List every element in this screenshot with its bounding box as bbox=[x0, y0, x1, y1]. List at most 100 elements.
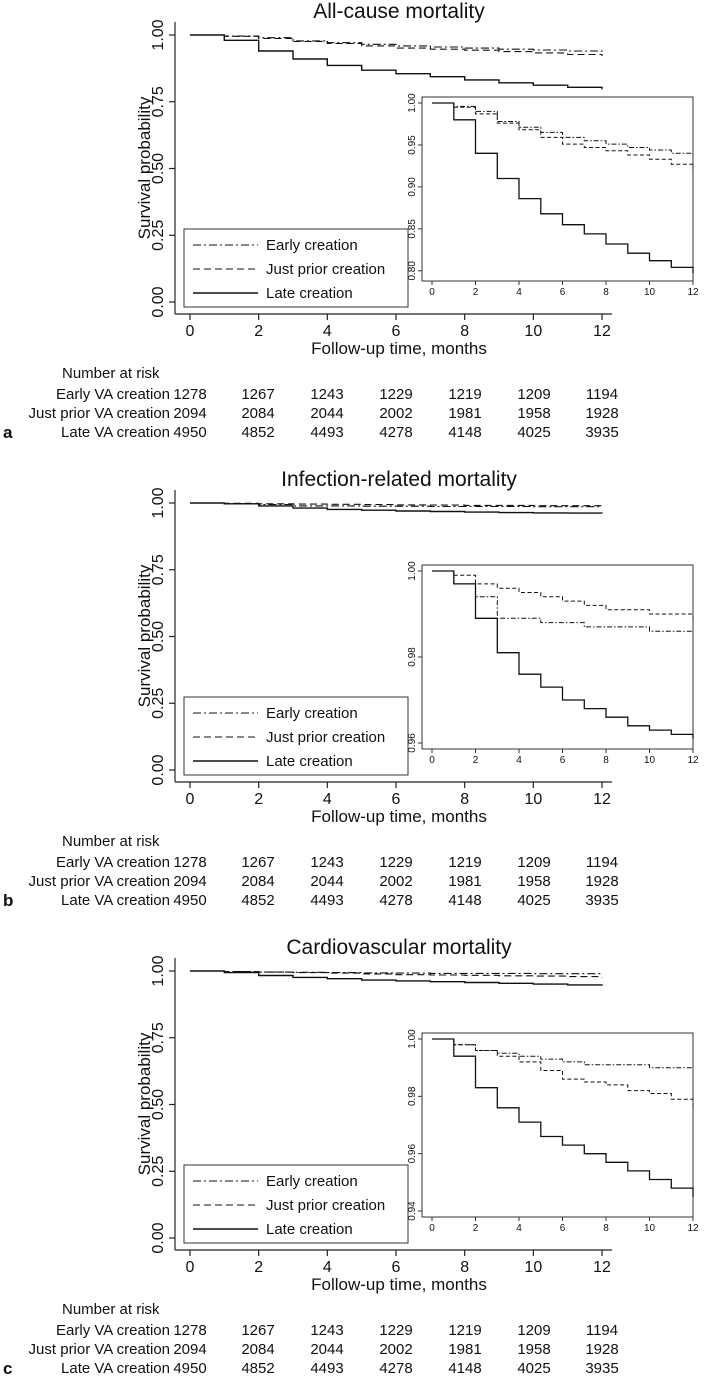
inset-plot: 0.80 0.85 0.90 0.95 1.00 0 2 4 6 8 10 12 bbox=[407, 93, 699, 298]
x-tick-label: 12 bbox=[593, 791, 611, 808]
inset-y-tick-label: 0.90 bbox=[407, 177, 418, 197]
x-tick-label: 10 bbox=[524, 323, 542, 340]
risk-value: 1194 bbox=[586, 854, 618, 871]
risk-value: 2084 bbox=[241, 873, 274, 890]
y-tick-label: 0.75 bbox=[150, 554, 167, 585]
inset-x-tick-label: 2 bbox=[473, 755, 479, 766]
inset-x-tick-label: 0 bbox=[429, 287, 435, 298]
risk-value: 1267 bbox=[241, 854, 274, 871]
x-tick-label: 2 bbox=[254, 323, 263, 340]
legend: Early creation Just prior creation Late cr… bbox=[183, 228, 409, 308]
risk-value: 1229 bbox=[379, 386, 412, 403]
risk-value: 1981 bbox=[448, 405, 481, 422]
risk-value: 4493 bbox=[310, 424, 343, 441]
risk-value: 3935 bbox=[585, 892, 618, 909]
risk-value: 4852 bbox=[241, 1360, 274, 1377]
inset-x-tick-label: 4 bbox=[516, 755, 522, 766]
inset-y-tick-label: 0.85 bbox=[407, 219, 418, 239]
y-tick-label: 0.25 bbox=[150, 1156, 167, 1187]
panel-c: Cardiovascular mortality 0.00 0.25 0.50 0.75… bbox=[3, 936, 699, 1378]
risk-row-label: Just prior VA creation bbox=[29, 873, 170, 890]
y-tick-label: 0.75 bbox=[150, 86, 167, 117]
risk-value: 1981 bbox=[448, 873, 481, 890]
risk-value: 2094 bbox=[173, 405, 206, 422]
series-late-creation bbox=[190, 970, 603, 986]
series-late-creation bbox=[190, 34, 603, 90]
risk-value: 3935 bbox=[585, 424, 618, 441]
x-tick-label: 10 bbox=[524, 1259, 542, 1276]
y-tick-label: 0.00 bbox=[150, 1222, 167, 1253]
risk-value: 1278 bbox=[173, 854, 206, 871]
risk-value: 1278 bbox=[173, 1322, 206, 1339]
panel-b: Infection-related mortality 0.00 0.25 0.50 0… bbox=[3, 468, 699, 910]
inset-x-tick-label: 12 bbox=[687, 755, 699, 766]
inset-frame bbox=[421, 96, 694, 282]
risk-value: 2094 bbox=[173, 1341, 206, 1358]
risk-value: 4025 bbox=[517, 892, 550, 909]
risk-value: 1219 bbox=[448, 386, 481, 403]
risk-value: 4148 bbox=[448, 892, 481, 909]
legend-label-just-prior-creation: Just prior creation bbox=[266, 261, 385, 278]
y-tick-label: 0.25 bbox=[150, 220, 167, 251]
risk-value: 2044 bbox=[310, 873, 343, 890]
risk-value: 1243 bbox=[310, 854, 343, 871]
risk-row-label: Late VA creation bbox=[61, 424, 170, 441]
legend: Early creation Just prior creation Late cr… bbox=[183, 696, 409, 776]
inset-y-tick-label: 0.80 bbox=[407, 261, 418, 281]
legend-label-early-creation: Early creation bbox=[266, 1173, 358, 1190]
inset-y-tick-label: 0.95 bbox=[407, 135, 418, 155]
y-tick-label: 0.50 bbox=[150, 153, 167, 184]
inset-x-tick-label: 8 bbox=[603, 1223, 609, 1234]
risk-value: 2094 bbox=[173, 873, 206, 890]
risk-value: 4025 bbox=[517, 1360, 550, 1377]
inset-x-tick-label: 4 bbox=[516, 1223, 522, 1234]
risk-value: 1981 bbox=[448, 1341, 481, 1358]
risk-row-label: Just prior VA creation bbox=[29, 405, 170, 422]
legend-label-just-prior-creation: Just prior creation bbox=[266, 729, 385, 746]
x-tick-label: 8 bbox=[460, 323, 469, 340]
risk-table: Number at risk Early VA creation 1278 1267 1… bbox=[29, 365, 619, 441]
x-tick-label: 4 bbox=[323, 323, 332, 340]
inset-x-tick-label: 8 bbox=[603, 287, 609, 298]
inset-frame bbox=[421, 1032, 694, 1218]
risk-value: 1958 bbox=[517, 1341, 550, 1358]
risk-value: 4278 bbox=[379, 1360, 412, 1377]
risk-row-label: Just prior VA creation bbox=[29, 1341, 170, 1358]
x-tick-label: 12 bbox=[593, 1259, 611, 1276]
legend-label-early-creation: Early creation bbox=[266, 705, 358, 722]
risk-value: 4852 bbox=[241, 424, 274, 441]
inset-series-early-creation bbox=[432, 1038, 693, 1069]
inset-x-tick-label: 10 bbox=[644, 1223, 656, 1234]
x-tick-label: 6 bbox=[392, 323, 401, 340]
legend-label-late-creation: Late creation bbox=[266, 285, 353, 302]
inset-series-just-prior-creation bbox=[432, 1038, 694, 1108]
inset-series-late-creation bbox=[432, 570, 694, 739]
x-tick-label: 10 bbox=[524, 791, 542, 808]
risk-value: 3935 bbox=[585, 1360, 618, 1377]
legend-label-late-creation: Late creation bbox=[266, 753, 353, 770]
inset-x-tick-label: 6 bbox=[560, 1223, 566, 1234]
legend-label-early-creation: Early creation bbox=[266, 237, 358, 254]
inset-y-tick-label: 1.00 bbox=[407, 1029, 418, 1049]
inset-x-tick-label: 12 bbox=[687, 287, 699, 298]
risk-value: 4852 bbox=[241, 892, 274, 909]
inset-y-tick-label: 0.98 bbox=[407, 647, 418, 667]
risk-value: 2044 bbox=[310, 405, 343, 422]
risk-value: 4493 bbox=[310, 892, 343, 909]
inset-y-tick-label: 0.96 bbox=[407, 1144, 418, 1164]
y-tick-label: 1.00 bbox=[150, 19, 167, 50]
risk-value: 1194 bbox=[586, 386, 618, 403]
inset-x-tick-label: 6 bbox=[560, 755, 566, 766]
risk-value: 2002 bbox=[379, 405, 412, 422]
legend: Early creation Just prior creation Late cr… bbox=[183, 1164, 409, 1244]
risk-value: 4025 bbox=[517, 424, 550, 441]
legend-frame bbox=[183, 696, 409, 776]
panel-label: c bbox=[3, 1359, 12, 1378]
risk-value: 1229 bbox=[379, 854, 412, 871]
risk-value: 4493 bbox=[310, 1360, 343, 1377]
risk-value: 4950 bbox=[173, 892, 206, 909]
y-tick-label: 1.00 bbox=[150, 487, 167, 518]
inset-series-late-creation bbox=[432, 1038, 694, 1197]
risk-value: 1219 bbox=[448, 854, 481, 871]
y-tick-label: 0.50 bbox=[150, 621, 167, 652]
